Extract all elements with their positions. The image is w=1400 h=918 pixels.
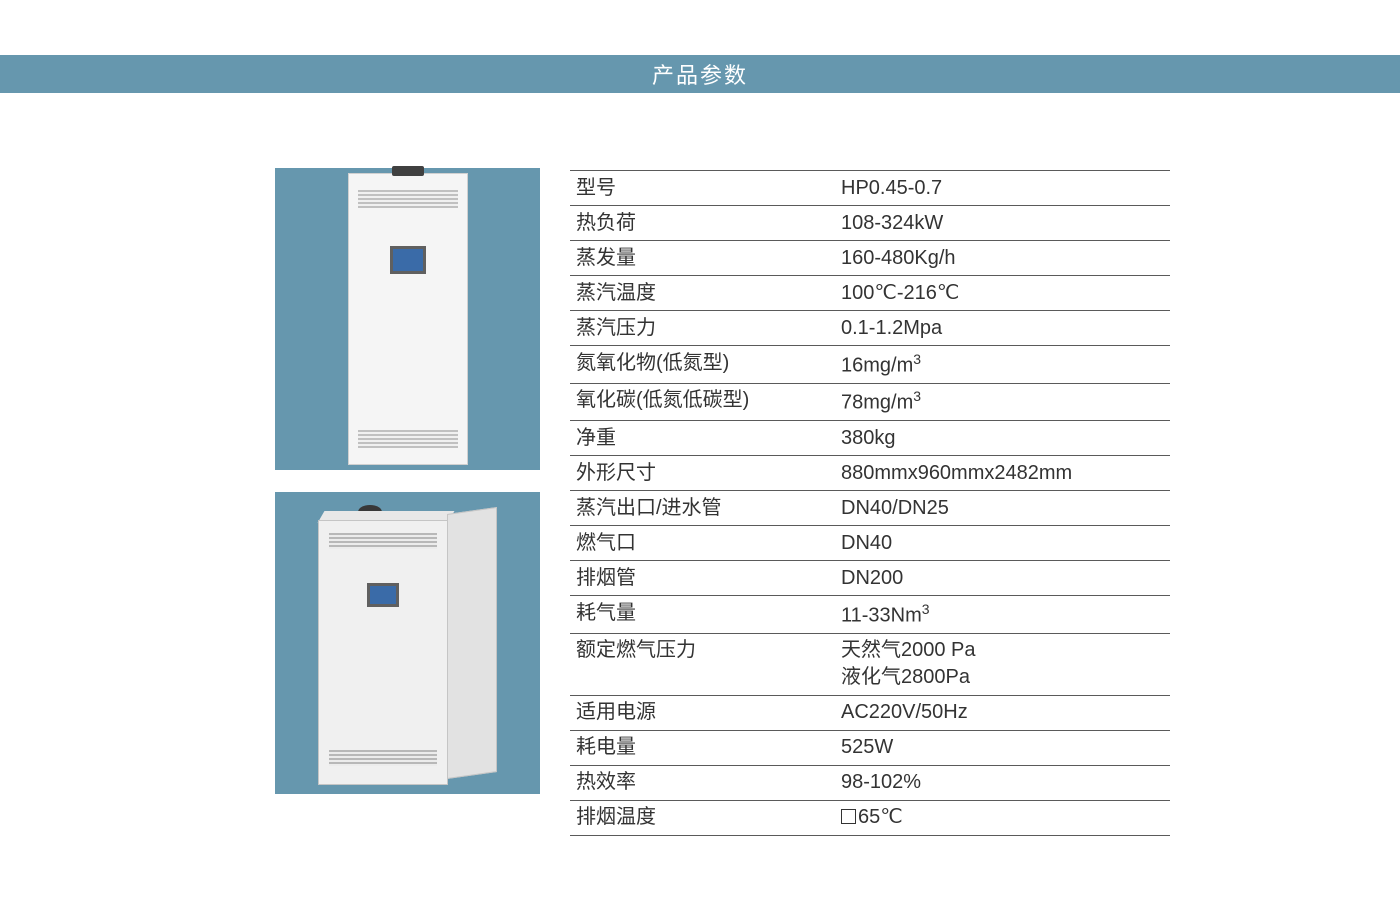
- table-row: 氧化碳(低氮低碳型) 78mg/m3: [570, 383, 1170, 421]
- spec-value: 880mmx960mmx2482mm: [835, 456, 1170, 491]
- appliance-front-view: [348, 173, 468, 465]
- spec-label: 耗气量: [570, 596, 835, 634]
- spec-label: 蒸汽温度: [570, 276, 835, 311]
- spec-label: 排烟温度: [570, 800, 835, 835]
- spec-value: 525W: [835, 730, 1170, 765]
- spec-value-text: 100℃-216℃: [841, 282, 959, 304]
- spec-label: 蒸发量: [570, 241, 835, 276]
- appliance-top-vent: [358, 190, 458, 208]
- spec-value: 65℃: [835, 800, 1170, 835]
- spec-label: 额定燃气压力: [570, 633, 835, 695]
- table-row: 蒸发量 160-480Kg/h: [570, 241, 1170, 276]
- spec-value-text: 11-33Nm: [841, 604, 922, 626]
- spec-value-text: 78mg/m: [841, 392, 913, 414]
- table-row: 蒸汽压力 0.1-1.2Mpa: [570, 311, 1170, 346]
- spec-label: 氮氧化物(低氮型): [570, 346, 835, 384]
- spec-value-text: AC220V/50Hz: [841, 701, 968, 723]
- appliance-exhaust-cap: [392, 166, 424, 176]
- spec-value: DN40: [835, 526, 1170, 561]
- spec-value: 98-102%: [835, 765, 1170, 800]
- spec-value: 380kg: [835, 421, 1170, 456]
- spec-value-text: 108-324kW: [841, 212, 943, 234]
- table-row: 净重 380kg: [570, 421, 1170, 456]
- spec-label: 净重: [570, 421, 835, 456]
- spec-value-text: 525W: [841, 736, 893, 758]
- spec-value: 天然气2000 Pa 液化气2800Pa: [835, 633, 1170, 695]
- table-row: 蒸汽出口/进水管 DN40/DN25: [570, 491, 1170, 526]
- spec-value-superscript: 3: [913, 388, 921, 404]
- spec-value-text: DN40/DN25: [841, 497, 949, 519]
- spec-value-text: 16mg/m: [841, 354, 913, 376]
- spec-value-text: 160-480Kg/h: [841, 247, 956, 269]
- table-row: 蒸汽温度 100℃-216℃: [570, 276, 1170, 311]
- content-region: 型号 HP0.45-0.7 热负荷 108-324kW 蒸发量 160-480Kg/h 蒸汽…: [0, 93, 1400, 836]
- spec-value: AC220V/50Hz: [835, 695, 1170, 730]
- table-row: 型号 HP0.45-0.7: [570, 171, 1170, 206]
- product-image-front: [275, 168, 540, 470]
- spec-value-superscript: 3: [922, 601, 930, 617]
- spec-value-line2: 液化气2800Pa: [841, 666, 970, 688]
- spec-value: 78mg/m3: [835, 383, 1170, 421]
- table-row: 排烟温度 65℃: [570, 800, 1170, 835]
- header-title: 产品参数: [652, 58, 748, 90]
- table-row: 额定燃气压力 天然气2000 Pa 液化气2800Pa: [570, 633, 1170, 695]
- table-row: 热效率 98-102%: [570, 765, 1170, 800]
- table-row: 热负荷 108-324kW: [570, 206, 1170, 241]
- table-row: 排烟管 DN200: [570, 561, 1170, 596]
- spec-value-text: 880mmx960mmx2482mm: [841, 462, 1072, 484]
- spec-value: 160-480Kg/h: [835, 241, 1170, 276]
- spec-label: 燃气口: [570, 526, 835, 561]
- spec-label: 排烟管: [570, 561, 835, 596]
- appliance-display-screen: [390, 246, 426, 274]
- spec-label: 耗电量: [570, 730, 835, 765]
- appliance-bottom-vent: [358, 430, 458, 448]
- checkbox-icon: [841, 809, 856, 824]
- spec-value-text: DN40: [841, 532, 892, 554]
- table-row: 耗气量 11-33Nm3: [570, 596, 1170, 634]
- appliance-isometric-view: [318, 508, 498, 788]
- spec-label: 型号: [570, 171, 835, 206]
- spec-value: 100℃-216℃: [835, 276, 1170, 311]
- spec-value: 11-33Nm3: [835, 596, 1170, 634]
- spec-value-text: DN200: [841, 567, 903, 589]
- product-image-isometric: [275, 492, 540, 794]
- spec-table: 型号 HP0.45-0.7 热负荷 108-324kW 蒸发量 160-480Kg/h 蒸汽…: [570, 170, 1170, 836]
- table-row: 氮氧化物(低氮型)16mg/m3: [570, 346, 1170, 384]
- spec-value: DN200: [835, 561, 1170, 596]
- iso-top-vent: [329, 533, 437, 549]
- spec-label: 蒸汽出口/进水管: [570, 491, 835, 526]
- spec-label: 适用电源: [570, 695, 835, 730]
- spec-value-text: 98-102%: [841, 771, 921, 793]
- spec-value: 108-324kW: [835, 206, 1170, 241]
- spec-value-text: 0.1-1.2Mpa: [841, 317, 942, 339]
- iso-display-screen: [367, 583, 399, 607]
- spec-value: 0.1-1.2Mpa: [835, 311, 1170, 346]
- spec-value-text: 380kg: [841, 427, 896, 449]
- spec-label: 氧化碳(低氮低碳型): [570, 383, 835, 421]
- spec-value-text: 65℃: [858, 806, 903, 828]
- spec-value-superscript: 3: [913, 351, 921, 367]
- spec-value-text: HP0.45-0.7: [841, 177, 942, 199]
- spec-label: 热效率: [570, 765, 835, 800]
- spec-value: 16mg/m3: [835, 346, 1170, 384]
- spec-value: DN40/DN25: [835, 491, 1170, 526]
- table-row: 耗电量 525W: [570, 730, 1170, 765]
- iso-bottom-vent: [329, 750, 437, 766]
- spec-label: 外形尺寸: [570, 456, 835, 491]
- header-bar: 产品参数: [0, 55, 1400, 93]
- table-row: 适用电源 AC220V/50Hz: [570, 695, 1170, 730]
- iso-side-face: [447, 507, 497, 779]
- table-row: 燃气口 DN40: [570, 526, 1170, 561]
- table-row: 外形尺寸 880mmx960mmx2482mm: [570, 456, 1170, 491]
- product-images-column: [275, 168, 540, 836]
- iso-front-face: [318, 520, 448, 785]
- spec-value-text: 天然气2000 Pa: [841, 639, 976, 661]
- spec-value: HP0.45-0.7: [835, 171, 1170, 206]
- spec-label: 热负荷: [570, 206, 835, 241]
- spec-label: 蒸汽压力: [570, 311, 835, 346]
